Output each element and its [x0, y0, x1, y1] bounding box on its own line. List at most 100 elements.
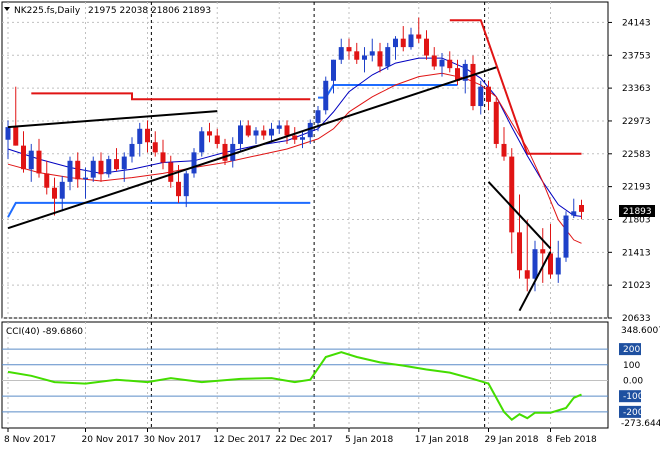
period-separators [150, 2, 486, 428]
candle-body [354, 51, 360, 60]
candle-body [75, 160, 81, 180]
ohlc-readout: 21975 22038 21806 21893 [88, 6, 211, 16]
candle-body [176, 181, 181, 197]
support-level-line [7, 201, 311, 218]
candle-body [331, 59, 336, 81]
candle-body [346, 47, 352, 52]
candle-body [52, 187, 57, 199]
candle-body [524, 270, 530, 279]
cci-indicator-line [7, 351, 582, 422]
triangle-down-icon[interactable] [4, 7, 10, 11]
cci-axis: 200 100 0.00 -100 -200 [619, 343, 644, 418]
main-pane [1, 1, 609, 319]
candle-body [555, 257, 561, 275]
time-tick-label: 17 Jan 2018 [415, 435, 469, 445]
candle-body [385, 47, 391, 67]
candle-body [222, 143, 228, 161]
candle-body [28, 150, 34, 170]
candle-body [424, 38, 429, 56]
time-tick-label: 29 Jan 2018 [485, 435, 539, 445]
trend-lines [7, 66, 552, 312]
candle-body [338, 47, 344, 60]
candle-body [36, 150, 42, 174]
price-tick-label: 21023 [622, 281, 651, 291]
time-tick-label: 20 Nov 2017 [82, 435, 140, 445]
candle-body [416, 34, 422, 39]
cci-level-box [619, 343, 641, 356]
cci-level-label: -200 [623, 408, 644, 418]
candle-body [145, 128, 150, 143]
candle-body [517, 232, 522, 271]
candle-body [21, 145, 26, 170]
price-tick-label: 22973 [622, 117, 651, 127]
last-price-label: 21893 [623, 207, 652, 217]
candle-body [59, 181, 65, 199]
candle-body [455, 68, 460, 81]
candle-body [447, 59, 453, 69]
trend-line [7, 66, 497, 230]
cci-level-label: 100 [623, 361, 640, 371]
price-tick-label: 23753 [622, 51, 651, 61]
resistance-level-line [31, 92, 311, 101]
candle-body [214, 135, 220, 144]
price-tick-label: 22583 [622, 150, 651, 160]
candle-body [276, 125, 282, 129]
price-tick-label: 21803 [622, 215, 651, 225]
cci-label: CCI(40) -89.6860 [6, 327, 83, 337]
candle-body [230, 143, 236, 161]
cci-bottom-value: -273.644 [621, 419, 660, 429]
candle-body [532, 249, 538, 279]
candle-body [13, 127, 19, 146]
candle-body [106, 159, 112, 175]
candle-body [393, 38, 398, 48]
candle-body [509, 156, 515, 233]
cci-line [7, 351, 582, 422]
cci-level-label: 0.00 [623, 376, 643, 386]
candle-body [129, 143, 135, 157]
trend-line [518, 251, 552, 312]
candle-body [369, 51, 375, 56]
time-axis: 8 Nov 2017 20 Nov 2017 30 Nov 2017 12 Dec 2… [4, 428, 597, 445]
time-tick-label: 8 Nov 2017 [4, 435, 56, 445]
candle-body [261, 130, 267, 136]
cci-top-value: 348.6007 [621, 326, 660, 336]
trend-line [7, 110, 218, 129]
cci-level-label: -100 [623, 392, 644, 402]
candlesticks [5, 17, 584, 292]
candle-body [362, 55, 367, 60]
candle-body [152, 142, 158, 153]
candle-body [183, 173, 189, 197]
candle-body [98, 160, 104, 175]
candle-body [377, 51, 383, 67]
candle-body [284, 125, 290, 136]
candle-body [83, 177, 88, 180]
time-tick-label: 8 Feb 2018 [547, 435, 598, 445]
fast-moving-average [7, 57, 582, 217]
time-tick-label: 30 Nov 2017 [144, 435, 202, 445]
resistance-level-line [449, 19, 582, 155]
price-tick-label: 24143 [622, 18, 651, 28]
last-price-box [619, 205, 655, 217]
candle-body [253, 130, 259, 136]
candle-body [400, 38, 406, 48]
time-tick-label: 5 Jan 2018 [345, 435, 393, 445]
candle-body [315, 110, 321, 123]
candle-body [540, 249, 546, 254]
candle-body [168, 162, 174, 182]
candle-body [44, 173, 50, 188]
candle-body [470, 63, 476, 107]
candle-body [292, 135, 298, 140]
candle-body [501, 143, 507, 157]
candle-body [462, 63, 468, 81]
candle-body [493, 101, 499, 144]
candle-body [563, 215, 569, 258]
time-tick-label: 12 Dec 2017 [213, 435, 271, 445]
candle-body [207, 131, 212, 136]
cci-pane [1, 321, 609, 429]
candle-body [307, 122, 313, 138]
candle-body [579, 204, 584, 212]
time-tick-label: 22 Dec 2017 [275, 435, 333, 445]
price-tick-label: 22193 [622, 183, 651, 193]
candle-body [121, 156, 127, 170]
